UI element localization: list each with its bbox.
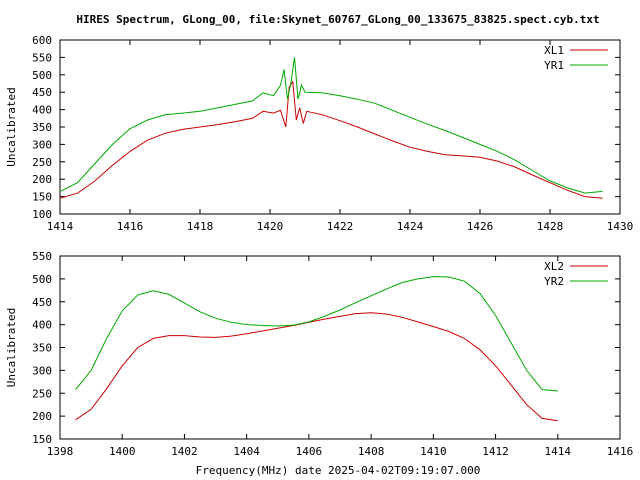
y-axis-label: Uncalibrated — [5, 87, 18, 166]
x-tick-label: 1426 — [467, 220, 494, 233]
y-tick-label: 350 — [32, 342, 52, 355]
y-tick-label: 450 — [32, 86, 52, 99]
lower-spectrum-panel: 1398 1400 1402 1404 1406 1408 1410 1412 1414 1416… — [5, 250, 633, 458]
legend-label-xl2: XL2 — [544, 260, 564, 273]
y-tick-label: 200 — [32, 173, 52, 186]
y-tick-label: 600 — [32, 34, 52, 47]
series-line-yr2 — [75, 276, 558, 392]
x-tick-label: 1428 — [537, 220, 564, 233]
figure-title: HIRES Spectrum, GLong_00, file:Skynet_60… — [76, 13, 599, 26]
series-line-yr1 — [59, 57, 603, 194]
y-tick-label: 550 — [32, 250, 52, 263]
x-tick-label: 1408 — [358, 445, 385, 458]
y-tick-label: 400 — [32, 319, 52, 332]
upper-spectrum-panel: 1414 1416 1418 1420 1422 1424 1426 1428 1430 100 1… — [5, 34, 633, 233]
y-tick-label: 550 — [32, 51, 52, 64]
legend-label-xl1: XL1 — [544, 44, 564, 57]
x-tick-label: 1404 — [233, 445, 260, 458]
legend-label-yr1: YR1 — [544, 59, 564, 72]
x-tick-label: 1398 — [47, 445, 74, 458]
y-tick-label: 450 — [32, 296, 52, 309]
legend-label-yr2: YR2 — [544, 275, 564, 288]
series-line-xl1 — [59, 80, 603, 199]
y-tick-label: 500 — [32, 69, 52, 82]
x-tick-label: 1410 — [420, 445, 447, 458]
y-tick-label: 400 — [32, 104, 52, 117]
y-tick-label: 300 — [32, 364, 52, 377]
y-tick-label: 150 — [32, 433, 52, 446]
y-tick-label: 200 — [32, 410, 52, 423]
y-tick-label: 250 — [32, 156, 52, 169]
x-tick-label: 1424 — [397, 220, 424, 233]
x-axis-label: Frequency(MHz) date 2025-04-02T09:19:07.… — [196, 464, 481, 477]
y-tick-label: 350 — [32, 121, 52, 134]
x-tick-label: 1412 — [482, 445, 509, 458]
x-tick-label: 1420 — [257, 220, 284, 233]
x-tick-label: 1406 — [296, 445, 323, 458]
series-line-xl2 — [75, 312, 558, 422]
y-tick-label: 250 — [32, 387, 52, 400]
x-tick-label: 1414 — [47, 220, 74, 233]
x-tick-label: 1414 — [545, 445, 572, 458]
x-tick-label: 1416 — [607, 445, 634, 458]
x-tick-label: 1402 — [171, 445, 198, 458]
x-tick-label: 1430 — [607, 220, 634, 233]
plot-frame — [59, 39, 621, 215]
plot-frame — [59, 255, 621, 440]
y-tick-label: 500 — [32, 273, 52, 286]
y-tick-label: 100 — [32, 208, 52, 221]
x-tick-label: 1400 — [109, 445, 136, 458]
x-tick-label: 1418 — [187, 220, 214, 233]
x-tick-label: 1422 — [327, 220, 354, 233]
x-tick-label: 1416 — [117, 220, 144, 233]
y-tick-label: 150 — [32, 191, 52, 204]
y-tick-label: 300 — [32, 138, 52, 151]
y-axis-label: Uncalibrated — [5, 308, 18, 387]
